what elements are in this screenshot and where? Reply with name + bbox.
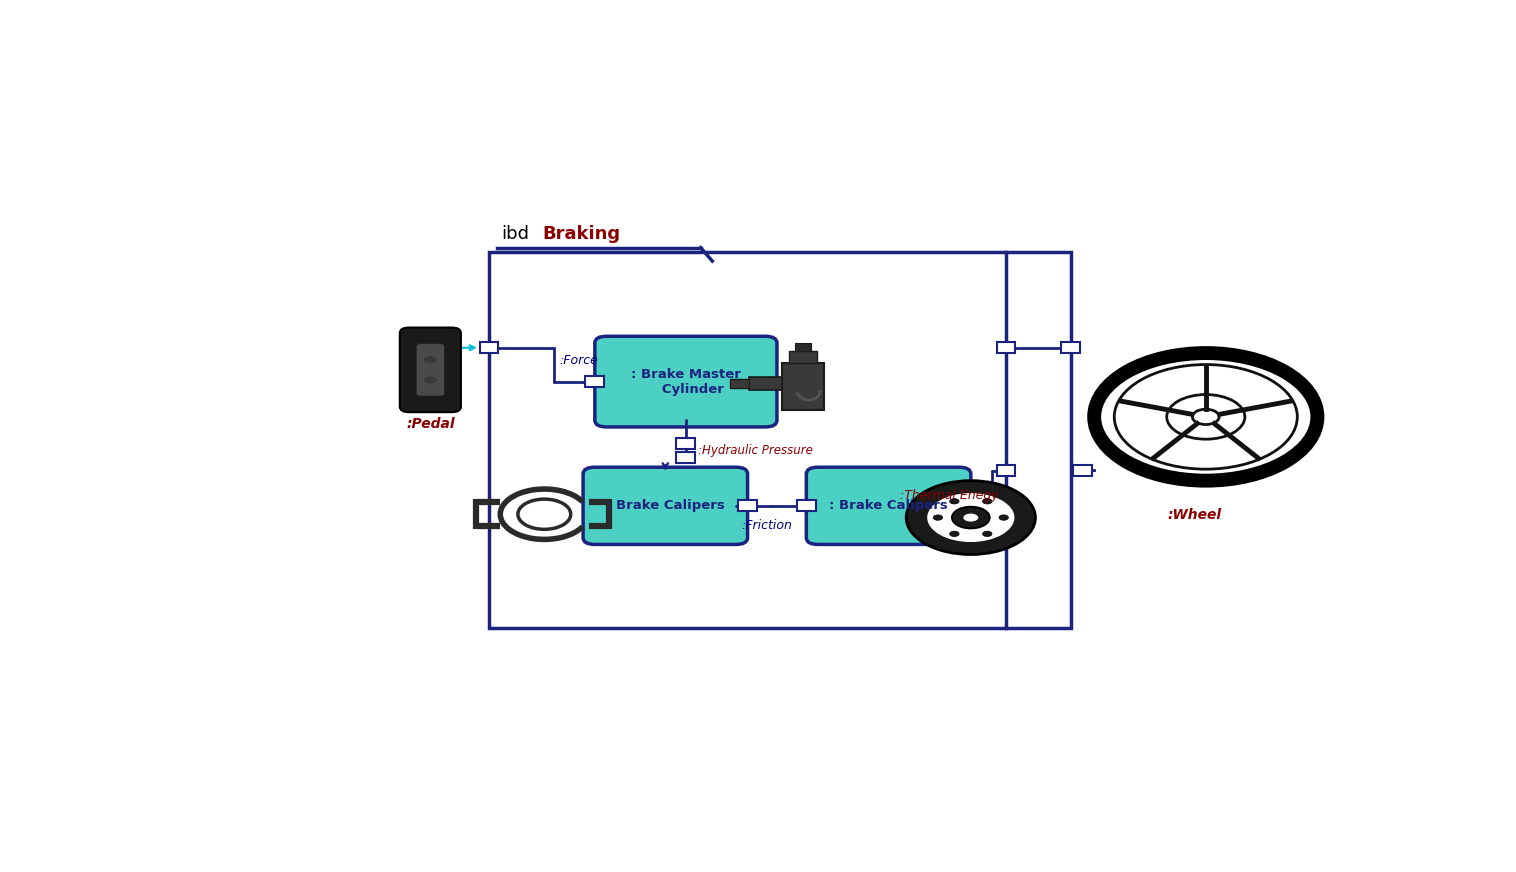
Bar [676, 439, 696, 449]
Text: :Pedal: :Pedal [406, 417, 455, 431]
Bar [797, 501, 816, 511]
Circle shape [999, 514, 1008, 521]
Bar [794, 343, 811, 351]
Bar [788, 351, 817, 363]
Text: :Thermal Enegy: :Thermal Enegy [901, 489, 999, 502]
Bar [738, 501, 756, 511]
Bar [585, 376, 605, 387]
Circle shape [423, 356, 438, 364]
Bar [731, 378, 749, 388]
Bar [479, 343, 499, 353]
Text: Braking: Braking [543, 225, 620, 243]
FancyBboxPatch shape [400, 328, 461, 412]
FancyBboxPatch shape [594, 337, 778, 427]
Bar [1061, 343, 1079, 353]
Bar [490, 252, 1070, 629]
Circle shape [963, 513, 979, 522]
FancyBboxPatch shape [584, 467, 747, 544]
Bar [676, 452, 696, 462]
FancyBboxPatch shape [807, 467, 970, 544]
Text: :Wheel: :Wheel [1167, 508, 1220, 521]
Bar [749, 377, 782, 390]
Circle shape [926, 492, 1016, 543]
Text: : Brake Calipers: : Brake Calipers [829, 500, 948, 513]
Bar [996, 343, 1016, 353]
Circle shape [934, 514, 943, 521]
Circle shape [982, 499, 991, 504]
Circle shape [952, 507, 990, 528]
Circle shape [949, 499, 960, 504]
Bar [996, 465, 1016, 476]
Text: : Brake Calipers: : Brake Calipers [606, 500, 725, 513]
Bar [1073, 465, 1092, 476]
Text: :Hydraulic Pressure: :Hydraulic Pressure [697, 444, 813, 457]
Text: : Brake Master
   Cylinder: : Brake Master Cylinder [631, 368, 741, 396]
Text: ibd: ibd [500, 225, 529, 243]
Circle shape [423, 376, 438, 384]
Circle shape [907, 480, 1035, 555]
Text: :Force: :Force [559, 354, 599, 367]
Bar [782, 363, 825, 410]
Circle shape [982, 531, 991, 536]
Text: :Friction: :Friction [741, 519, 793, 532]
FancyBboxPatch shape [417, 344, 444, 396]
Circle shape [949, 531, 960, 536]
